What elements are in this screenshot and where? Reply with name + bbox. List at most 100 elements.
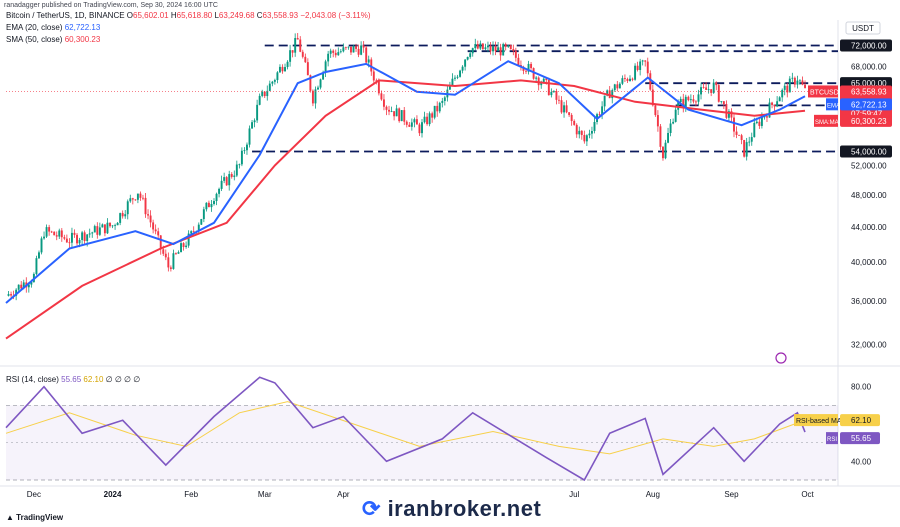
candle-body <box>7 294 10 296</box>
candle-body <box>60 230 63 238</box>
candle-body <box>580 130 583 135</box>
time-axis-label: Sep <box>724 490 739 499</box>
candle-body <box>322 72 325 80</box>
time-axis-label: 2024 <box>104 490 122 499</box>
candle-body <box>776 101 779 107</box>
candle-body <box>337 52 340 56</box>
candle-body <box>126 201 129 215</box>
candle-body <box>573 120 576 125</box>
ema-tag-label: EMA <box>827 103 840 109</box>
candle-body <box>187 233 190 246</box>
candle-body <box>398 108 401 122</box>
candle-body <box>616 84 619 89</box>
legend-sma-row[interactable]: SMA (50, close) 60,300.23 <box>6 35 100 45</box>
candle-body <box>50 231 53 233</box>
candle-body <box>755 121 758 123</box>
candle-body <box>311 90 314 104</box>
ema-tag-bg <box>840 98 892 111</box>
candle-body <box>258 95 261 105</box>
candle-body <box>421 122 423 134</box>
candle-body <box>159 235 162 250</box>
candle-body <box>124 214 127 217</box>
publish-watermark: ranadagger published on TradingView.com,… <box>4 2 218 9</box>
candle-body <box>103 224 106 234</box>
candle-body <box>370 59 373 72</box>
candle-body <box>560 100 563 113</box>
low-value: 63,249.68 <box>218 11 255 20</box>
brand-label: iranbroker.net <box>387 496 542 521</box>
time-axis-label: Jul <box>569 490 579 499</box>
rsi-ma-legend-value: 62.10 <box>83 375 104 384</box>
candle-body <box>152 222 155 230</box>
candle-body <box>674 109 677 122</box>
candle-body <box>791 77 794 79</box>
level-tag: 65,000.00 <box>851 79 887 88</box>
candle-body <box>17 284 20 290</box>
candle-body <box>689 99 692 101</box>
candle-body <box>558 99 560 101</box>
candle-body <box>474 44 477 49</box>
candle-body <box>532 68 535 79</box>
candle-body <box>781 89 784 98</box>
candle-body <box>626 78 629 81</box>
candle-body <box>243 150 246 152</box>
candle-body <box>705 87 708 90</box>
candle-body <box>388 109 390 112</box>
level-tag-bg <box>840 145 892 158</box>
tradingview-logo[interactable]: ▲ TradingView <box>6 513 64 522</box>
candle-body <box>798 80 801 82</box>
candle-body <box>213 201 215 205</box>
candle-body <box>542 78 545 83</box>
candle-body <box>639 61 642 70</box>
candle-body <box>712 82 715 93</box>
candle-body <box>454 77 456 79</box>
candle-body <box>740 135 743 140</box>
candle-body <box>91 232 94 234</box>
legend-rsi-row[interactable]: RSI (14, close) 55.65 62.10 ∅ ∅ ∅ ∅ <box>6 375 140 385</box>
sma-legend-label: SMA (50, close) <box>6 35 63 44</box>
candle-body <box>413 119 416 123</box>
candle-body <box>801 80 804 85</box>
candle-body <box>517 57 520 66</box>
candle-body <box>10 294 13 296</box>
candle-body <box>735 131 738 135</box>
candle-body <box>629 78 631 81</box>
candle-body <box>73 232 76 235</box>
candle-body <box>223 177 226 181</box>
candle-body <box>603 95 606 107</box>
candle-body <box>410 122 413 127</box>
candle-body <box>284 67 286 72</box>
lightning-icon[interactable] <box>775 352 787 364</box>
rsi-tick-label: 80.00 <box>851 383 872 392</box>
rsi-legend-label: RSI (14, close) <box>6 375 59 384</box>
candle-body <box>621 78 624 84</box>
candle-body <box>347 46 350 48</box>
candle-body <box>545 78 548 80</box>
candle-body <box>38 252 40 259</box>
candle-body <box>679 98 682 103</box>
candle-body <box>83 232 86 241</box>
candle-body <box>372 71 375 81</box>
candle-body <box>563 105 566 113</box>
candle-body <box>788 78 791 93</box>
candle-body <box>360 45 363 55</box>
candle-body <box>68 242 71 244</box>
symbol-title: Bitcoin / TetherUS, 1D, BINANCE <box>6 11 125 20</box>
candle-body <box>568 112 571 115</box>
candle-body <box>377 80 380 94</box>
candle-body <box>86 234 89 241</box>
sma-legend-value: 60,300.23 <box>64 35 101 44</box>
candle-body <box>497 47 500 52</box>
legend-ema-row[interactable]: EMA (20, close) 62,722.13 <box>6 23 100 33</box>
candle-body <box>613 84 616 91</box>
symbol-tag-bg <box>808 85 838 98</box>
candle-body <box>294 38 297 53</box>
candle-body <box>261 91 264 96</box>
candle-body <box>365 47 368 63</box>
candle-body <box>45 227 48 237</box>
candle-body <box>35 258 38 274</box>
candle-body <box>251 122 254 129</box>
candle-body <box>431 113 434 118</box>
candle-body <box>393 111 396 117</box>
